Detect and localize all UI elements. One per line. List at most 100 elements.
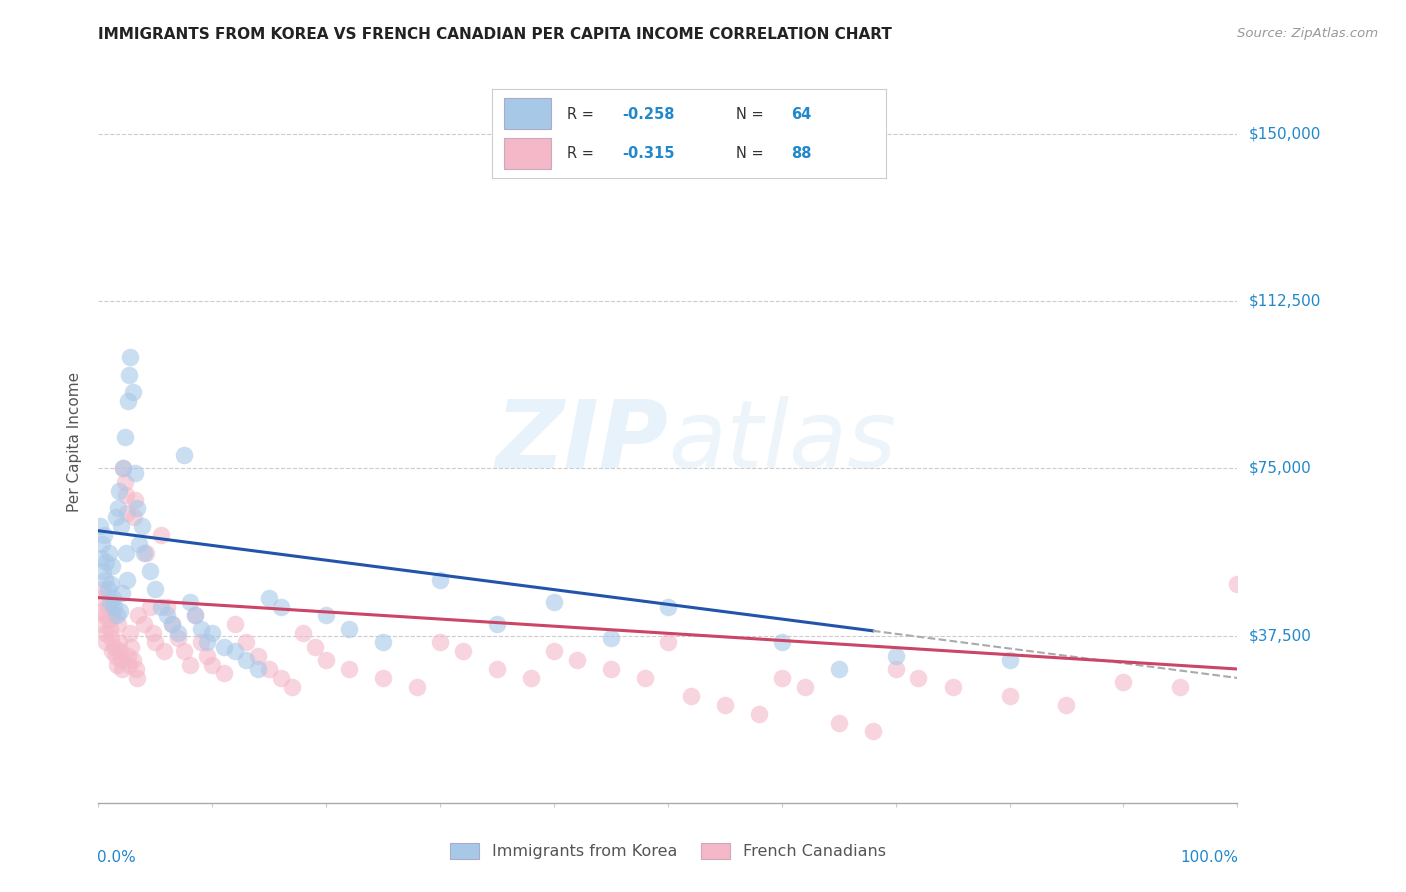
Point	[281, 680, 304, 694]
Legend: Immigrants from Korea, French Canadians: Immigrants from Korea, French Canadians	[441, 835, 894, 867]
Point	[770, 671, 793, 685]
Text: Source: ZipAtlas.com: Source: ZipAtlas.com	[1237, 27, 1378, 40]
Point	[190, 635, 212, 649]
Point	[162, 617, 184, 632]
Point	[115, 573, 138, 587]
Point	[1170, 680, 1192, 694]
Point	[184, 608, 207, 623]
Point	[138, 564, 160, 578]
Point	[600, 662, 623, 676]
Point	[793, 680, 815, 694]
FancyBboxPatch shape	[503, 138, 551, 169]
Point	[111, 586, 134, 600]
Text: 100.0%: 100.0%	[1181, 850, 1239, 864]
Point	[120, 640, 142, 654]
Point	[89, 591, 111, 605]
Point	[96, 555, 118, 569]
Point	[108, 483, 131, 498]
Point	[337, 622, 360, 636]
Point	[142, 626, 165, 640]
Point	[292, 626, 315, 640]
Point	[235, 635, 257, 649]
Point	[108, 604, 131, 618]
Point	[103, 608, 125, 623]
Point	[115, 506, 138, 520]
Point	[190, 622, 212, 636]
Point	[259, 591, 281, 605]
Point	[112, 461, 135, 475]
Point	[103, 599, 125, 614]
Point	[98, 595, 121, 609]
Point	[101, 559, 124, 574]
Point	[124, 492, 146, 507]
Point	[201, 657, 224, 672]
Point	[520, 671, 543, 685]
Point	[90, 550, 112, 565]
Point	[167, 626, 190, 640]
Point	[657, 635, 679, 649]
Point	[246, 648, 269, 663]
Text: R =: R =	[567, 107, 599, 121]
Point	[884, 662, 907, 676]
Point	[486, 617, 509, 632]
Point	[89, 519, 111, 533]
Point	[371, 635, 394, 649]
Point	[121, 385, 143, 400]
Point	[156, 608, 179, 623]
Point	[1054, 698, 1078, 712]
Point	[112, 461, 135, 475]
Point	[105, 657, 128, 672]
Point	[94, 573, 117, 587]
Text: atlas: atlas	[668, 396, 896, 487]
Point	[131, 519, 153, 533]
Point	[224, 644, 246, 658]
Point	[118, 657, 141, 672]
Text: 64: 64	[792, 107, 811, 121]
Text: -0.315: -0.315	[621, 146, 675, 161]
Point	[270, 671, 292, 685]
Point	[100, 631, 122, 645]
Point	[145, 635, 167, 649]
Point	[153, 644, 176, 658]
Point	[235, 653, 257, 667]
Point	[451, 644, 474, 658]
Point	[371, 671, 394, 685]
Point	[565, 653, 588, 667]
Point	[127, 608, 149, 623]
Point	[90, 604, 112, 618]
Point	[201, 626, 224, 640]
Point	[117, 648, 139, 663]
Point	[127, 501, 149, 516]
Point	[91, 582, 114, 596]
Point	[828, 662, 851, 676]
Point	[212, 666, 235, 681]
Text: R =: R =	[567, 146, 599, 161]
Text: N =: N =	[737, 107, 769, 121]
Text: $112,500: $112,500	[1249, 293, 1320, 309]
Point	[132, 546, 155, 560]
Text: $150,000: $150,000	[1249, 127, 1320, 141]
Point	[104, 510, 127, 524]
Point	[98, 622, 121, 636]
Point	[90, 617, 112, 632]
Point	[224, 617, 246, 632]
Point	[173, 644, 195, 658]
Point	[96, 582, 118, 596]
Point	[94, 626, 117, 640]
Point	[128, 537, 150, 551]
Point	[162, 617, 184, 632]
Point	[93, 608, 115, 623]
Point	[406, 680, 429, 694]
Point	[862, 724, 884, 739]
Point	[195, 635, 218, 649]
Point	[103, 591, 125, 605]
Point	[108, 635, 131, 649]
Text: $37,500: $37,500	[1249, 628, 1312, 643]
Point	[748, 706, 770, 721]
Point	[998, 689, 1021, 703]
Point	[179, 657, 201, 672]
Point	[111, 662, 134, 676]
Point	[486, 662, 509, 676]
Point	[150, 599, 173, 614]
Point	[90, 537, 112, 551]
